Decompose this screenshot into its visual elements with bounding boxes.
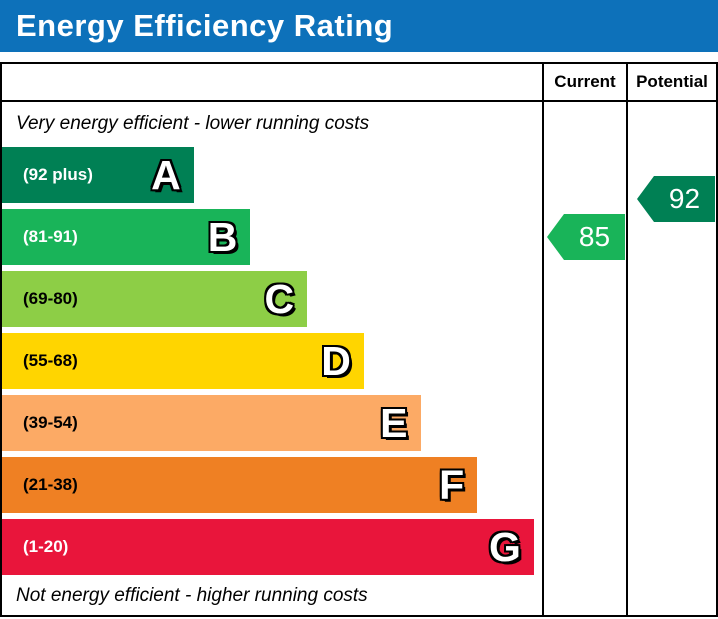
chart-header-row: Current Potential [2,64,716,102]
band-letter-f: F [439,462,465,508]
band-bar-e: (39-54) E [2,395,421,451]
title-bar: Energy Efficiency Rating [0,0,718,52]
band-row-e: (39-54) E [2,395,542,451]
current-column: 85 [542,102,626,615]
energy-efficiency-chart: Current Potential Very energy efficient … [0,62,718,617]
band-letter-d: D [321,338,351,384]
band-bar-f: (21-38) F [2,457,478,513]
current-rating-pointer: 85 [547,214,625,260]
potential-rating-pointer: 92 [637,176,715,222]
page-title: Energy Efficiency Rating [16,8,394,43]
band-row-b: (81-91) B [2,209,542,265]
top-note: Very energy efficient - lower running co… [16,113,370,134]
band-range-c: (69-80) [23,289,78,308]
band-range-g: (1-20) [23,537,69,556]
band-row-g: (1-20) G [2,519,542,575]
band-bar-g: (1-20) G [2,519,534,575]
band-letter-b: B [207,214,238,260]
band-letter-e: E [380,400,408,446]
band-letter-c: C [264,276,295,322]
band-letter-g: G [488,524,521,570]
band-row-d: (55-68) D [2,333,542,389]
band-range-d: (55-68) [23,351,78,370]
bottom-note: Not energy efficient - higher running co… [16,585,368,606]
band-row-a: (92 plus) A [2,147,542,203]
band-bar-c: (69-80) C [2,271,308,327]
current-rating-value: 85 [578,221,611,252]
column-header-current: Current [542,64,626,100]
chart-body: Very energy efficient - lower running co… [2,102,716,615]
potential-column: 92 [626,102,716,615]
band-bar-d: (55-68) D [2,333,364,389]
potential-rating-value: 92 [668,183,701,214]
band-row-f: (21-38) F [2,457,542,513]
band-range-f: (21-38) [23,475,78,494]
band-range-e: (39-54) [23,413,78,432]
band-range-b: (81-91) [23,227,78,246]
rating-bands: (92 plus) A (81-91) B (69-80) C [2,147,542,575]
band-letter-a: A [151,152,181,198]
band-bar-a: (92 plus) A [2,147,194,203]
header-spacer [2,64,542,100]
band-row-c: (69-80) C [2,271,542,327]
bands-area: Very energy efficient - lower running co… [2,102,542,615]
column-header-potential: Potential [626,64,716,100]
band-range-a: (92 plus) [23,165,93,184]
band-bar-b: (81-91) B [2,209,251,265]
